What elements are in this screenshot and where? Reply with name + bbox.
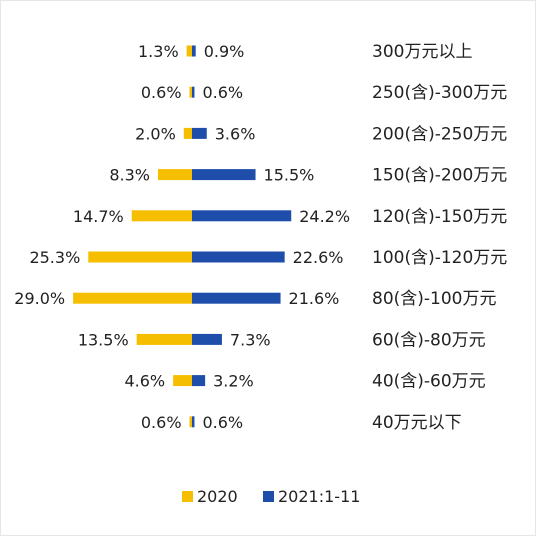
category-label-0: 300万元以上 — [372, 42, 472, 62]
value-label-2021-6: 21.6% — [289, 289, 340, 308]
category-label-6: 80(含)-100万元 — [372, 289, 496, 309]
category-label-7: 60(含)-80万元 — [372, 330, 486, 350]
value-label-2021-0: 0.9% — [204, 42, 245, 61]
bar-2020-5 — [88, 251, 192, 263]
bar-2020-1 — [189, 86, 192, 98]
bar-2020-7 — [136, 333, 192, 345]
value-label-2021-3: 15.5% — [264, 166, 315, 185]
bar-2021-1 — [192, 86, 195, 98]
category-label-4: 120(含)-150万元 — [372, 207, 507, 227]
value-label-2020-4: 14.7% — [73, 207, 124, 226]
value-label-2020-9: 0.6% — [141, 413, 182, 432]
legend-swatch-2021 — [263, 491, 274, 502]
bar-2020-0 — [186, 45, 192, 57]
category-label-2: 200(含)-250万元 — [372, 124, 507, 144]
bar-2021-3 — [192, 169, 256, 181]
legend: 2020 2021:1-11 — [182, 487, 360, 506]
bar-2021-4 — [192, 210, 292, 222]
value-label-2020-1: 0.6% — [141, 83, 182, 102]
series-2020-value-labels: 1.3% 0.6% 2.0% 8.3% 14.7% 25.3% 29.0% 13.5% 4.6%… — [14, 42, 181, 432]
value-label-2021-2: 3.6% — [215, 124, 256, 143]
value-label-2020-3: 8.3% — [109, 166, 150, 185]
value-label-2020-0: 1.3% — [138, 42, 179, 61]
legend-label-2021: 2021:1-11 — [278, 487, 360, 506]
value-label-2020-7: 13.5% — [78, 330, 129, 349]
value-label-2021-1: 0.6% — [202, 83, 243, 102]
bar-2021-6 — [192, 292, 281, 304]
bar-2021-9 — [192, 416, 195, 428]
value-label-2021-5: 22.6% — [293, 248, 344, 267]
series-2020-bars — [73, 45, 192, 428]
category-label-5: 100(含)-120万元 — [372, 248, 507, 268]
bar-2021-5 — [192, 251, 285, 263]
bar-2020-6 — [73, 292, 192, 304]
value-label-2021-4: 24.2% — [299, 207, 350, 226]
bar-2021-7 — [192, 333, 222, 345]
value-label-2021-8: 3.2% — [213, 372, 254, 391]
category-label-8: 40(含)-60万元 — [372, 372, 486, 392]
value-label-2020-5: 25.3% — [29, 248, 80, 267]
value-label-2020-6: 29.0% — [14, 289, 65, 308]
series-2021-value-labels: 0.9% 0.6% 3.6% 15.5% 24.2% 22.6% 21.6% 7.3% 3.2%… — [202, 42, 350, 432]
category-label-3: 150(含)-200万元 — [372, 166, 507, 186]
value-label-2020-8: 4.6% — [124, 372, 165, 391]
series-2021-bars — [192, 45, 292, 428]
value-label-2021-9: 0.6% — [202, 413, 243, 432]
bar-2021-2 — [192, 127, 207, 139]
value-label-2020-2: 2.0% — [135, 124, 176, 143]
category-label-9: 40万元以下 — [372, 413, 462, 433]
bar-2020-9 — [189, 416, 192, 428]
bar-2021-8 — [192, 375, 206, 387]
bar-2020-2 — [183, 127, 192, 139]
bar-2020-4 — [131, 210, 192, 222]
bar-2020-8 — [173, 375, 192, 387]
category-label-1: 250(含)-300万元 — [372, 83, 507, 103]
category-labels: 300万元以上 250(含)-300万元 200(含)-250万元 150(含)-20… — [372, 42, 507, 433]
legend-swatch-2020 — [182, 491, 193, 502]
value-label-2021-7: 7.3% — [230, 330, 271, 349]
bar-2020-3 — [157, 169, 192, 181]
legend-label-2020: 2020 — [197, 487, 238, 506]
bar-2021-0 — [192, 45, 196, 57]
